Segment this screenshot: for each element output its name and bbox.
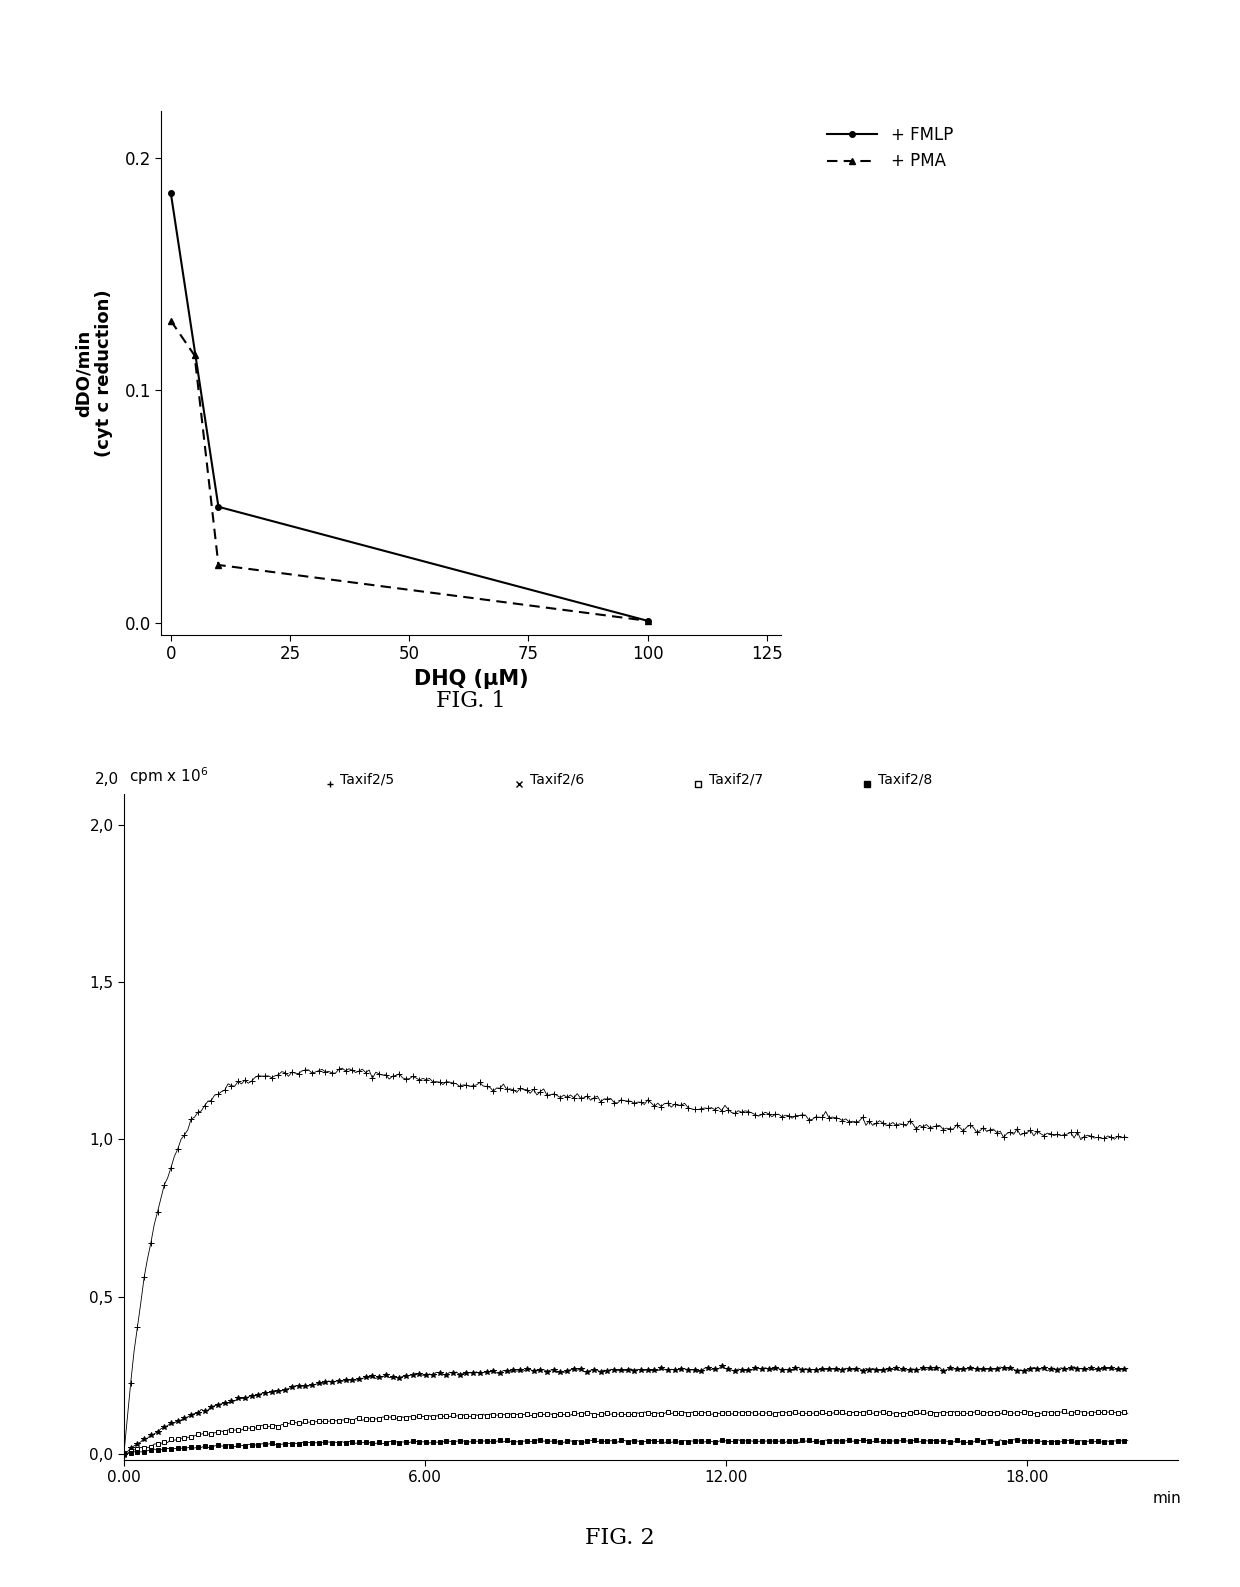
Line: + PMA: + PMA <box>167 317 651 624</box>
Y-axis label: dDO/min
(cyt c reduction): dDO/min (cyt c reduction) <box>74 289 113 457</box>
X-axis label: DHQ (μM): DHQ (μM) <box>414 668 528 689</box>
Text: FIG. 2: FIG. 2 <box>585 1527 655 1549</box>
Text: Taxif2/5: Taxif2/5 <box>340 773 394 787</box>
+ FMLP <box>211 497 226 516</box>
+ FMLP <box>640 611 655 630</box>
Text: FIG. 1: FIG. 1 <box>436 690 506 713</box>
+ PMA <box>640 611 655 630</box>
Text: Taxif2/6: Taxif2/6 <box>529 773 584 787</box>
Legend: + FMLP, + PMA: + FMLP, + PMA <box>821 119 960 178</box>
Text: 2,0: 2,0 <box>94 771 119 787</box>
+ PMA <box>211 555 226 574</box>
Text: cpm x 10$^6$: cpm x 10$^6$ <box>129 765 208 787</box>
+ PMA <box>187 346 202 365</box>
Text: min: min <box>1153 1492 1182 1506</box>
+ FMLP <box>164 183 179 202</box>
Line: + FMLP: + FMLP <box>167 190 651 624</box>
Text: Taxif2/8: Taxif2/8 <box>878 773 932 787</box>
+ PMA <box>164 311 179 330</box>
Text: Taxif2/7: Taxif2/7 <box>709 773 763 787</box>
